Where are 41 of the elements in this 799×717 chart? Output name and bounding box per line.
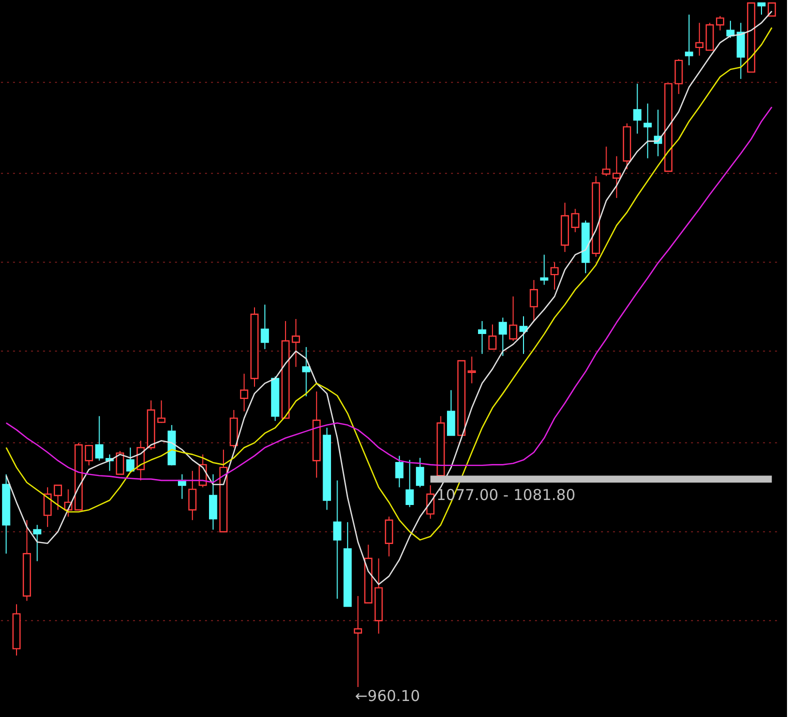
candlestick [126,447,134,473]
candlestick [302,346,310,397]
candlestick [188,470,197,521]
candlestick [488,324,497,350]
candlestick [43,486,52,528]
candlestick [395,455,404,488]
candlestick [530,280,538,322]
candlestick [292,318,300,368]
candlestick [519,316,528,354]
candlestick [95,416,104,462]
candlestick [333,480,342,600]
candlestick [54,484,62,510]
candlestick [33,524,42,562]
candlestick [757,2,766,16]
candlestick [695,22,704,56]
candlestick [116,450,124,475]
candlestick [240,373,248,412]
candlestick [416,457,424,488]
candlestick [716,15,724,31]
candlestick [602,146,610,177]
candlestick [157,400,166,424]
candlestick [354,596,362,688]
annotation: ←960.10 [354,687,420,705]
candlestick [84,444,94,466]
candlestick [612,156,621,198]
candlestick [633,83,642,134]
candlestick [644,103,652,159]
candlestick [674,58,683,94]
candlestick [260,304,269,350]
candlestick [550,262,559,290]
candlestick [406,459,414,508]
candlestick [446,390,456,436]
candlestick [478,320,486,354]
candlestick [540,254,548,286]
candlestick [209,474,218,530]
candlestick [498,317,507,356]
candlestick [509,296,518,342]
candlestick [571,208,580,233]
candlestick [384,516,394,557]
candlestick [468,356,476,384]
candlestick [684,14,694,66]
